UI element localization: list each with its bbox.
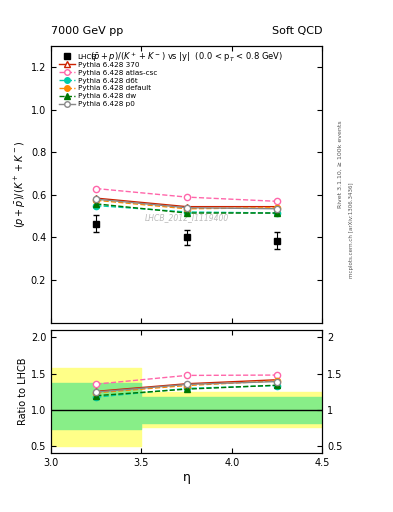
- Legend: LHCB, Pythia 6.428 370, Pythia 6.428 atlas-csc, Pythia 6.428 d6t, Pythia 6.428 d: LHCB, Pythia 6.428 370, Pythia 6.428 atl…: [57, 52, 158, 109]
- Text: Soft QCD: Soft QCD: [272, 27, 322, 36]
- X-axis label: η: η: [183, 471, 191, 484]
- Text: LHCB_2012_I1119400: LHCB_2012_I1119400: [145, 213, 229, 222]
- Text: Rivet 3.1.10, ≥ 100k events: Rivet 3.1.10, ≥ 100k events: [338, 120, 342, 208]
- Y-axis label: Ratio to LHCB: Ratio to LHCB: [18, 358, 28, 425]
- Text: 7000 GeV pp: 7000 GeV pp: [51, 27, 123, 36]
- Y-axis label: $(p+\bar{p})/(K^+ + K^-)$: $(p+\bar{p})/(K^+ + K^-)$: [13, 140, 28, 228]
- Text: mcplots.cern.ch [arXiv:1306.3436]: mcplots.cern.ch [arXiv:1306.3436]: [349, 183, 354, 278]
- Text: $(\bar{p}+p)/(K^++K^-)$ vs |y|  (0.0 < p$_T$ < 0.8 GeV): $(\bar{p}+p)/(K^++K^-)$ vs |y| (0.0 < p$…: [90, 50, 283, 64]
